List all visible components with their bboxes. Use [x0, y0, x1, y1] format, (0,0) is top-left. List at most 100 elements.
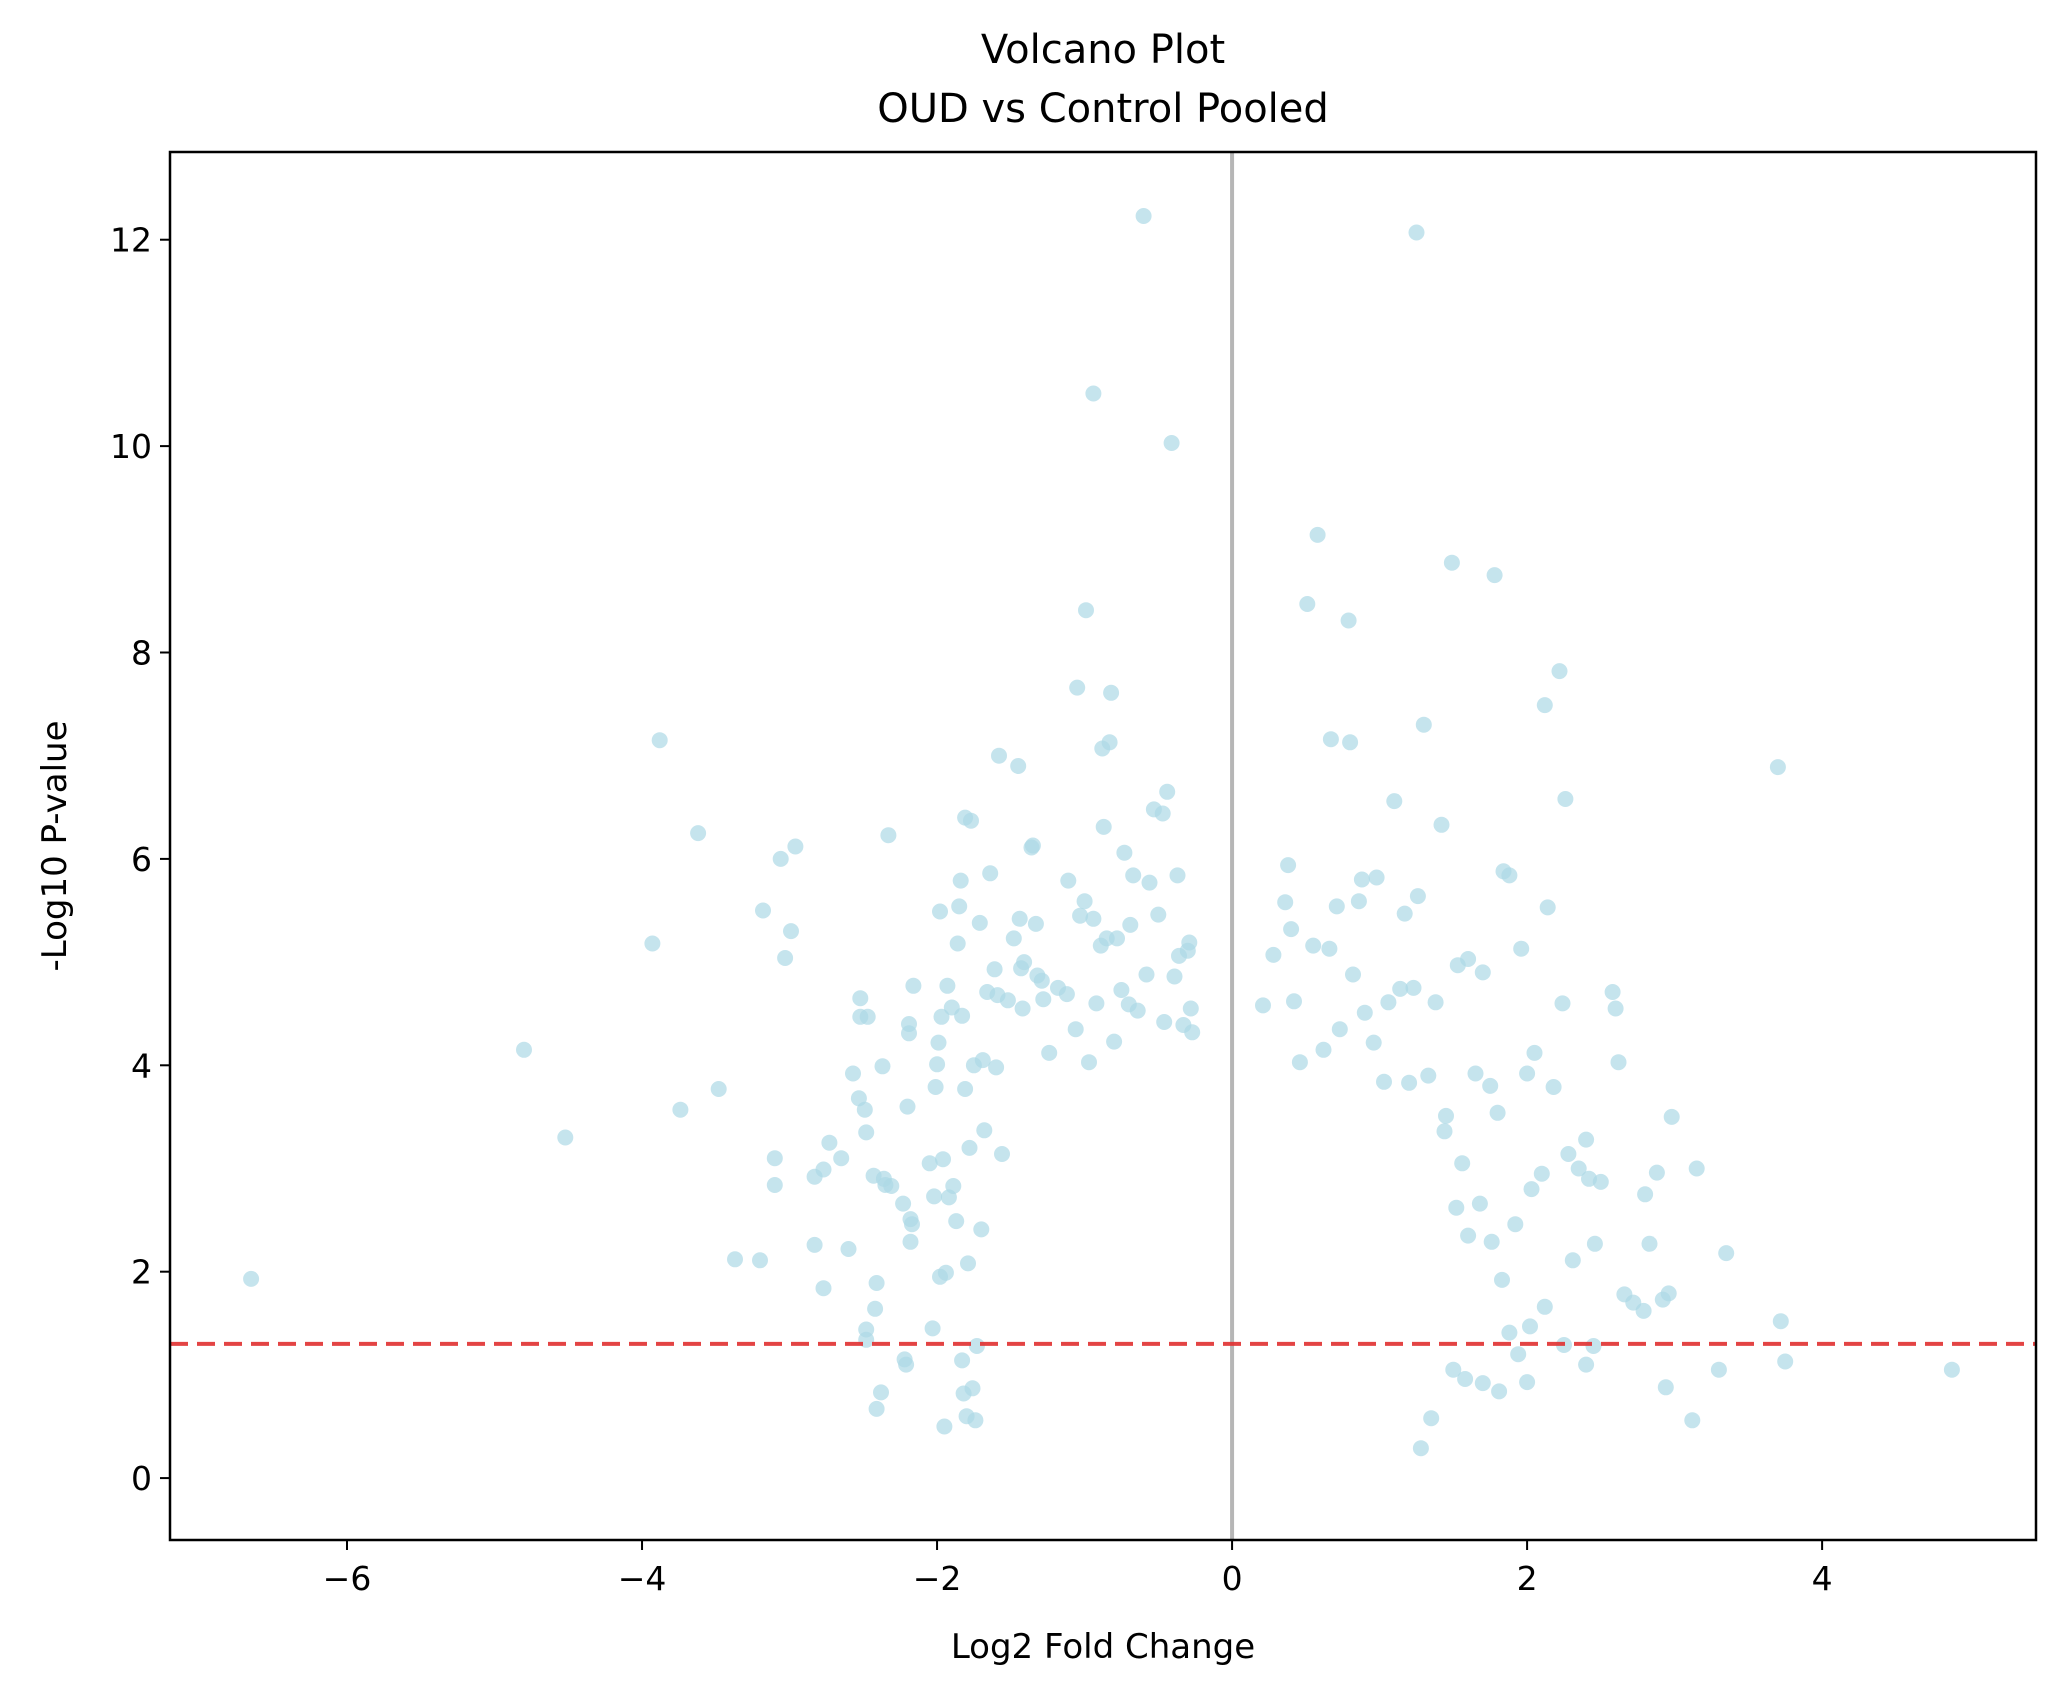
data-point	[727, 1251, 743, 1268]
data-point	[1536, 1298, 1553, 1315]
x-axis-ticks: −6 −4 −2 0 2 4	[323, 1540, 1833, 1598]
data-point	[1564, 1252, 1581, 1269]
data-point	[1551, 663, 1568, 680]
data-point	[1769, 759, 1786, 776]
data-point	[1291, 1054, 1308, 1071]
data-point	[1578, 1131, 1595, 1148]
data-point	[1412, 1440, 1429, 1457]
data-point	[963, 812, 979, 829]
data-point	[1641, 1235, 1658, 1252]
data-point	[845, 1065, 861, 1082]
data-point	[973, 1221, 990, 1238]
data-point	[1286, 993, 1302, 1010]
data-point	[1610, 1054, 1627, 1071]
data-point	[883, 1178, 900, 1194]
data-point	[1122, 916, 1139, 933]
data-point	[1474, 1375, 1491, 1392]
y-axis-label: -Log10 P-value	[35, 720, 75, 971]
data-point	[644, 935, 661, 952]
data-point	[1491, 1383, 1508, 1400]
data-point	[1265, 946, 1282, 963]
data-point	[994, 1146, 1010, 1162]
data-point	[961, 1139, 978, 1156]
data-point	[1448, 1199, 1465, 1216]
data-point	[1380, 994, 1397, 1011]
data-point	[1305, 937, 1322, 954]
data-point	[929, 1056, 946, 1073]
data-point	[964, 1380, 981, 1397]
data-point	[1392, 980, 1409, 997]
data-point	[1519, 1374, 1536, 1391]
data-point	[1578, 1356, 1595, 1373]
data-point	[957, 1081, 974, 1097]
data-point	[672, 1101, 689, 1118]
data-point	[1182, 1000, 1199, 1017]
data-point	[1342, 734, 1359, 751]
data-point	[948, 1213, 965, 1230]
data-point	[243, 1270, 260, 1287]
data-point	[1592, 1173, 1609, 1190]
data-point	[1138, 966, 1155, 983]
data-point	[1125, 867, 1142, 884]
data-point	[1533, 1165, 1550, 1182]
data-point	[1356, 1004, 1373, 1021]
reference-lines	[170, 152, 2036, 1540]
data-point	[1684, 1412, 1701, 1429]
data-point	[1129, 1002, 1146, 1019]
data-point	[1604, 984, 1621, 1000]
data-point	[1088, 995, 1105, 1012]
data-point	[840, 1241, 857, 1257]
data-point	[1033, 972, 1050, 989]
data-point	[1041, 1044, 1058, 1061]
data-point	[1526, 1044, 1543, 1061]
data-point	[986, 961, 1003, 978]
data-point	[1035, 991, 1052, 1008]
data-point	[1482, 1077, 1499, 1094]
data-point	[1076, 893, 1093, 910]
data-point	[895, 1195, 912, 1212]
y-axis-ticks: 0 2 4 6 8 10 12	[110, 221, 170, 1498]
x-tick-label: −4	[618, 1559, 667, 1598]
data-point	[933, 1008, 950, 1025]
x-tick-label: −6	[323, 1559, 372, 1598]
data-point	[1322, 731, 1339, 748]
data-point	[1331, 1021, 1348, 1038]
data-point	[902, 1233, 919, 1250]
data-point	[927, 1079, 944, 1095]
data-point	[1113, 982, 1130, 998]
data-point	[1486, 567, 1503, 584]
data-point	[1299, 596, 1316, 612]
data-point	[1663, 1108, 1680, 1125]
data-point	[1280, 857, 1297, 874]
data-point	[1507, 1216, 1524, 1233]
data-point	[1438, 1107, 1454, 1124]
scatter-points	[243, 208, 1960, 1457]
data-point	[1454, 1155, 1471, 1172]
data-point	[1445, 1361, 1462, 1378]
data-point	[1368, 869, 1385, 886]
data-point	[1777, 1353, 1794, 1370]
y-tick-label: 6	[131, 840, 152, 879]
data-point	[1427, 994, 1444, 1011]
data-point	[1570, 1160, 1587, 1177]
data-point	[1014, 1000, 1031, 1017]
chart-title: Volcano Plot	[981, 27, 1225, 73]
data-point	[852, 990, 869, 1007]
data-point	[1657, 1379, 1674, 1396]
data-point	[1150, 906, 1167, 923]
data-point	[1523, 1181, 1540, 1198]
data-point	[999, 992, 1016, 1009]
data-point	[833, 1150, 850, 1167]
data-point	[1519, 1065, 1536, 1082]
data-point	[874, 1058, 891, 1075]
data-point	[1340, 612, 1357, 629]
data-point	[904, 1216, 920, 1233]
data-point	[1586, 1235, 1603, 1252]
data-point	[1345, 966, 1361, 983]
data-point	[1443, 554, 1460, 571]
data-point	[859, 1008, 876, 1025]
data-point	[1156, 1014, 1173, 1030]
data-point	[1436, 1123, 1453, 1140]
data-point	[1166, 968, 1183, 985]
